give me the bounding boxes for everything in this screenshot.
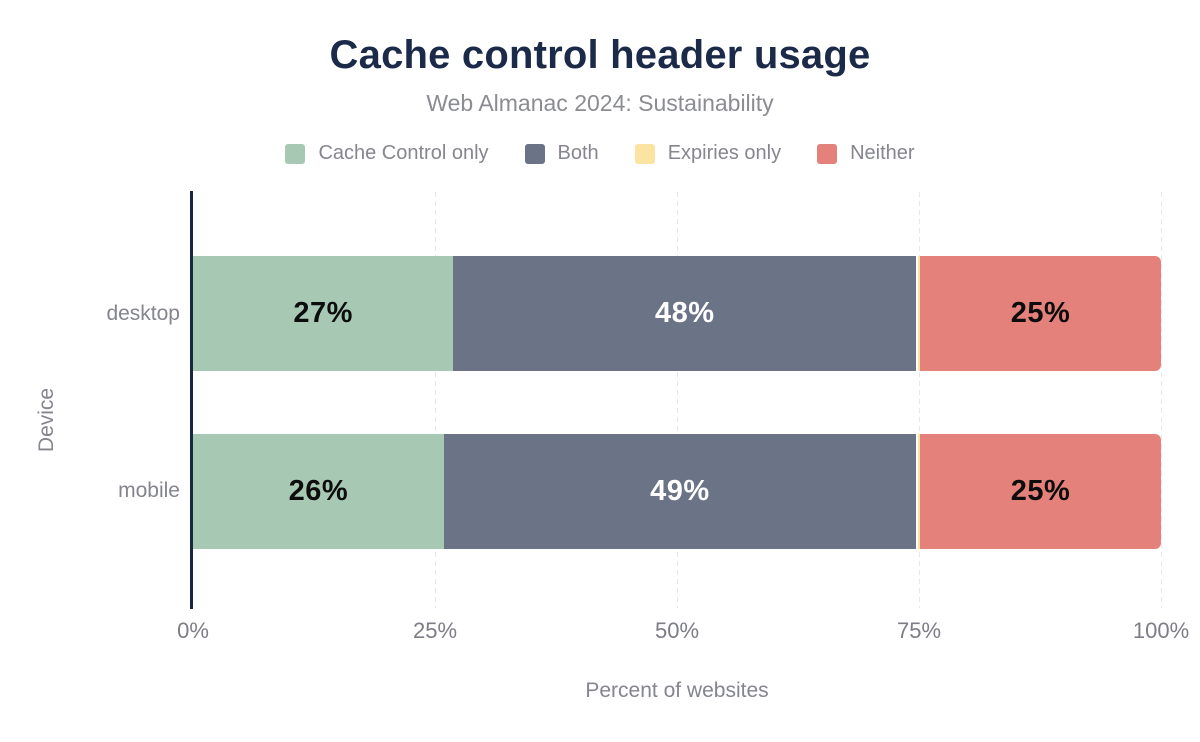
x-tick-label-100: 100%: [1132, 618, 1190, 643]
category-label-desktop: desktop: [106, 302, 180, 325]
x-tick-label-50: 50%: [654, 618, 700, 643]
legend-label: Neither: [850, 142, 915, 164]
legend-label: Cache Control only: [318, 142, 489, 164]
bar-segment-expiries-only-desktop: [918, 256, 920, 371]
legend-swatch-cache-control-only: [285, 143, 306, 164]
chart-title: Cache control header usage: [329, 33, 871, 77]
legend-swatch-neither: [817, 143, 838, 164]
gridline-75: [919, 192, 920, 608]
legend-swatch-both: [524, 143, 545, 164]
bar-segment-cache-control-only-mobile: 26%: [193, 434, 444, 549]
bar-segment-expiries-only-mobile: [918, 434, 920, 549]
x-tick-label-25: 25%: [412, 618, 458, 643]
bar-value-label: 48%: [654, 297, 715, 329]
bar-value-label: 25%: [1010, 297, 1071, 329]
legend-label: Expiries only: [667, 142, 782, 164]
bar-segment-neither-mobile: 25%: [919, 434, 1162, 549]
x-axis-title: Percent of websites: [585, 679, 769, 702]
bar-row-mobile: 26% 49% 25%: [193, 434, 1162, 549]
gridline-25: [435, 192, 436, 608]
legend-label: Both: [557, 142, 599, 164]
chart-subtitle: Web Almanac 2024: Sustainability: [426, 90, 774, 116]
legend-item-both: Both: [524, 142, 599, 165]
plot-area: 27% 48% 25% 26% 49% 25%: [193, 192, 1162, 608]
y-axis-line: [190, 191, 193, 609]
y-axis-title: Device: [35, 387, 58, 453]
legend-item-cache-control-only: Cache Control only: [285, 142, 489, 165]
legend-item-expiries-only: Expiries only: [634, 142, 782, 165]
bar-segment-both-mobile: 49%: [443, 434, 917, 549]
gridline-50: [677, 192, 678, 608]
x-tick-label-0: 0%: [177, 618, 209, 643]
legend: Cache Control only Both Expiries only Neith…: [0, 142, 1200, 165]
bar-value-label: 27%: [293, 297, 353, 329]
legend-item-neither: Neither: [817, 142, 915, 165]
bar-value-label: 25%: [1010, 475, 1071, 507]
bar-segment-both-desktop: 48%: [453, 256, 917, 371]
bar-segment-neither-desktop: 25%: [919, 256, 1162, 371]
bar-segment-cache-control-only-desktop: 27%: [193, 256, 454, 371]
x-tick-label-75: 75%: [896, 618, 942, 643]
category-label-mobile: mobile: [118, 479, 180, 502]
legend-swatch-expiries-only: [634, 143, 655, 164]
bar-row-desktop: 27% 48% 25%: [193, 256, 1162, 371]
bar-value-label: 26%: [288, 475, 349, 507]
gridline-100: [1161, 192, 1162, 608]
bar-value-label: 49%: [650, 475, 710, 507]
